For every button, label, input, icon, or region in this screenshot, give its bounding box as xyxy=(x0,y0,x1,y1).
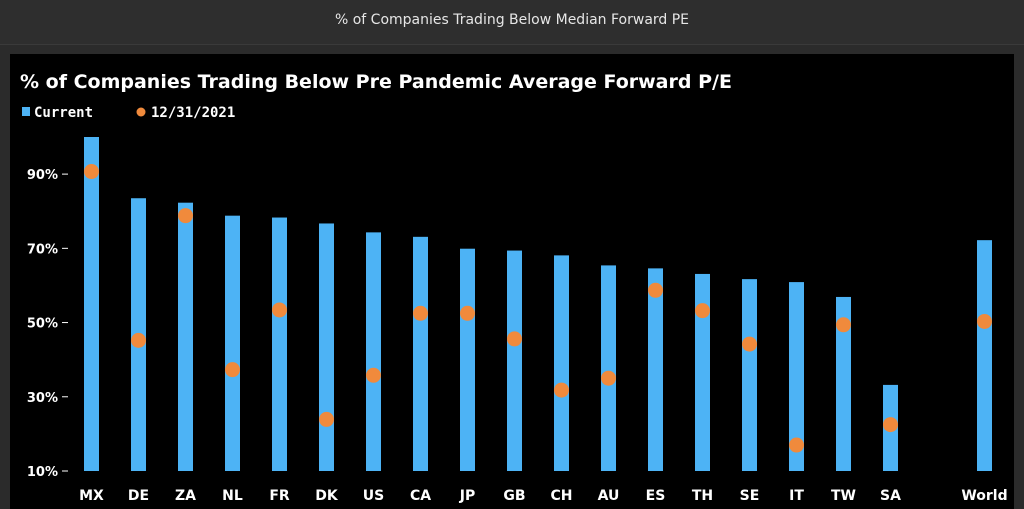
x-tick-label: CA xyxy=(410,488,431,504)
dot-prior xyxy=(84,164,99,180)
bar-current xyxy=(413,236,428,471)
dot-prior xyxy=(366,367,381,383)
bar-current xyxy=(460,248,475,471)
x-tick-label: TW xyxy=(831,488,856,504)
dot-prior xyxy=(836,317,851,333)
dot-series-prior xyxy=(84,164,992,453)
dot-prior xyxy=(460,305,475,321)
bar-current xyxy=(836,296,851,471)
x-tick-label: MX xyxy=(79,488,104,504)
y-tick-label: 50% xyxy=(27,317,58,332)
dot-prior xyxy=(413,305,428,321)
bar-current xyxy=(84,137,99,471)
bar-current xyxy=(272,217,287,471)
dot-prior xyxy=(695,303,710,319)
x-tick-label: DE xyxy=(128,488,149,504)
bar-current xyxy=(225,215,240,471)
bar-current xyxy=(695,273,710,471)
dot-prior xyxy=(178,208,193,224)
dot-prior xyxy=(131,332,146,348)
y-tick-label: 30% xyxy=(27,391,58,406)
dot-prior xyxy=(507,331,522,347)
dot-prior xyxy=(225,362,240,378)
bar-current xyxy=(789,282,804,471)
window-title-bar: % of Companies Trading Below Median Forw… xyxy=(0,0,1024,45)
x-tick-label: NL xyxy=(222,488,243,504)
y-tick-label: 90% xyxy=(27,168,58,183)
window-title: % of Companies Trading Below Median Forw… xyxy=(334,12,690,28)
dot-prior xyxy=(554,382,569,398)
bar-current xyxy=(601,265,616,471)
x-tick-label: CH xyxy=(551,488,573,504)
x-tick-label: ES xyxy=(646,488,666,504)
x-tick-label: GB xyxy=(503,488,525,504)
legend: Current 12/31/2021 xyxy=(22,105,235,121)
dot-prior xyxy=(319,411,334,427)
x-tick-label: IT xyxy=(789,488,804,504)
dot-prior xyxy=(742,336,757,352)
x-tick-label: DK xyxy=(315,488,339,504)
bar-series-current xyxy=(84,137,992,472)
x-tick-label: US xyxy=(363,488,384,504)
y-tick-label: 10% xyxy=(27,465,58,480)
bar-current xyxy=(554,255,569,471)
dot-prior xyxy=(977,313,992,329)
legend-current-label: Current xyxy=(34,105,93,121)
dot-prior xyxy=(648,282,663,298)
x-tick-label: SA xyxy=(880,488,901,504)
legend-prior-swatch xyxy=(136,107,146,117)
dot-prior xyxy=(601,370,616,386)
chart-panel: % of Companies Trading Below Pre Pandemi… xyxy=(10,54,1014,509)
bar-current xyxy=(648,268,663,471)
bar-current xyxy=(366,232,381,471)
legend-current-swatch xyxy=(22,107,30,116)
y-axis: 10% 30% 50% 70% 90% xyxy=(27,168,68,480)
bar-current xyxy=(977,240,992,471)
x-tick-label: JP xyxy=(459,488,475,504)
chart-title: % of Companies Trading Below Pre Pandemi… xyxy=(20,71,732,93)
dot-prior xyxy=(272,302,287,318)
bar-current xyxy=(178,202,193,472)
dot-prior xyxy=(789,437,804,453)
x-axis: MX DE ZA NL FR DK US CA JP GB CH AU ES TH SE IT TW SA Worl… xyxy=(79,488,1008,504)
x-tick-label: FR xyxy=(269,488,290,504)
y-tick-label: 70% xyxy=(27,242,58,257)
x-tick-label: TH xyxy=(692,488,713,504)
x-tick-label: World xyxy=(961,488,1007,504)
bar-current xyxy=(319,223,334,471)
legend-prior-label: 12/31/2021 xyxy=(151,105,235,121)
bar-current xyxy=(742,279,757,471)
x-tick-label: ZA xyxy=(175,488,196,504)
x-tick-label: AU xyxy=(598,488,620,504)
dot-prior xyxy=(883,417,898,433)
x-tick-label: SE xyxy=(740,488,760,504)
chart-svg: % of Companies Trading Below Pre Pandemi… xyxy=(20,71,1008,504)
bar-current xyxy=(507,250,522,471)
